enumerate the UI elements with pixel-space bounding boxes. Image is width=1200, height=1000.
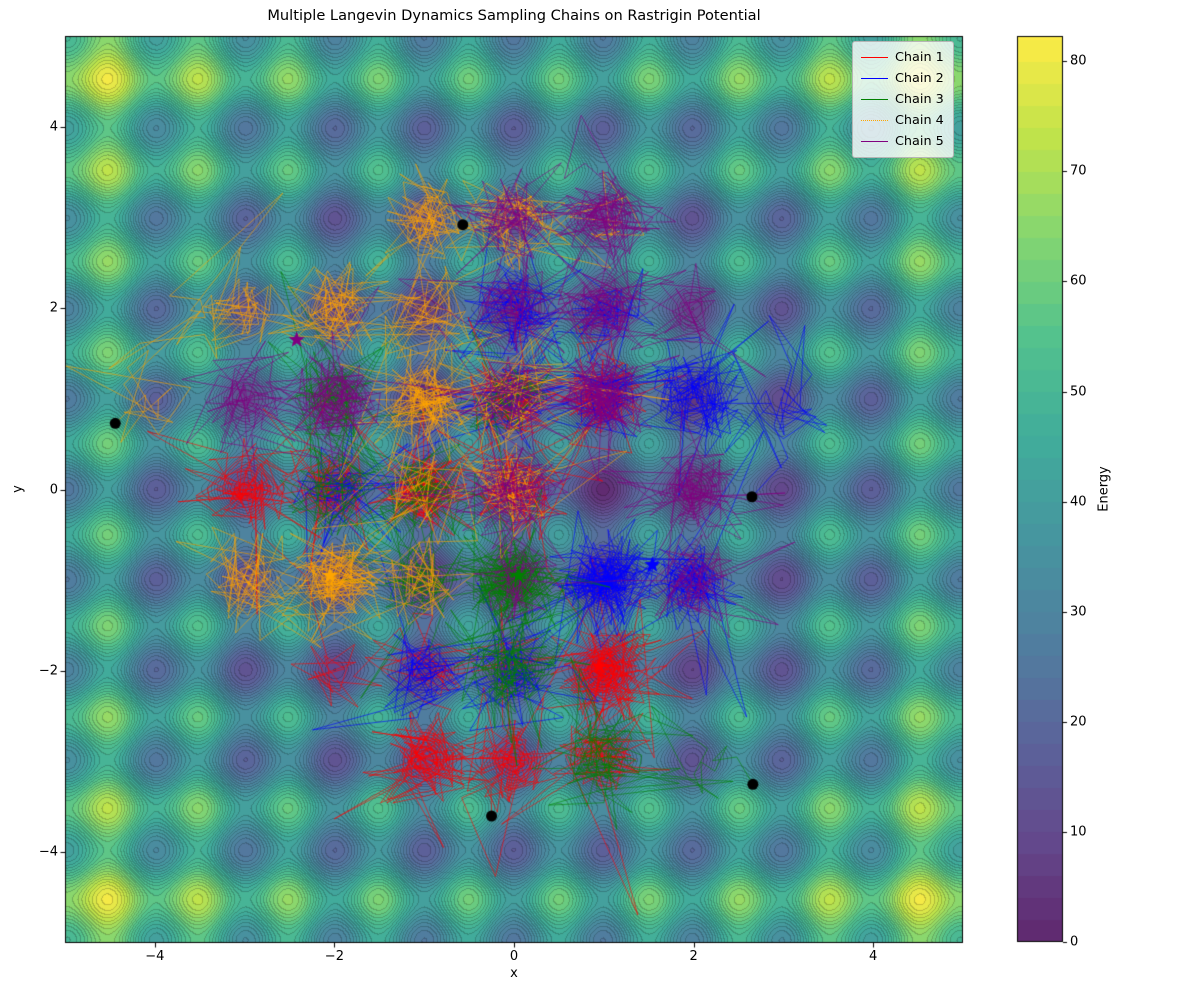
colorbar-tick-label: 10 <box>1070 824 1087 840</box>
colorbar-tick-label: 40 <box>1070 494 1087 510</box>
legend-label: Chain 5 <box>895 134 944 149</box>
colorbar-tick-label: 60 <box>1070 273 1087 289</box>
x-axis-label: x <box>510 966 518 981</box>
legend-entry: Chain 4 <box>861 110 944 131</box>
legend-line-sample <box>861 120 888 121</box>
x-tick-label: −4 <box>145 949 165 964</box>
colorbar-tick-label: 0 <box>1070 934 1079 950</box>
y-tick-label: −2 <box>38 663 58 679</box>
legend-line-sample <box>861 141 888 142</box>
legend: Chain 1 Chain 2 Chain 3 Chain 4 Chain 5 <box>852 41 954 158</box>
plot-title: Multiple Langevin Dynamics Sampling Chai… <box>267 7 761 24</box>
legend-label: Chain 1 <box>895 50 944 65</box>
y-tick-label: 4 <box>49 119 58 135</box>
colorbar-tick-label: 20 <box>1070 714 1087 730</box>
x-tick-label: 4 <box>869 949 878 964</box>
y-tick-label: −4 <box>38 844 58 860</box>
y-tick-label: 2 <box>49 300 58 316</box>
legend-label: Chain 3 <box>895 92 944 107</box>
x-tick-label: 0 <box>509 949 519 964</box>
x-tick-label: 2 <box>689 949 698 964</box>
legend-entry: Chain 5 <box>861 131 944 152</box>
colorbar-tick-label: 30 <box>1070 604 1087 620</box>
legend-entry: Chain 1 <box>861 47 944 68</box>
legend-entry: Chain 3 <box>861 89 944 110</box>
legend-line-sample <box>861 57 888 58</box>
colorbar-tick-label: 70 <box>1070 163 1087 179</box>
legend-label: Chain 2 <box>895 71 944 86</box>
colorbar-tick-label: 50 <box>1070 384 1087 400</box>
y-tick-label: 0 <box>49 482 58 497</box>
legend-label: Chain 4 <box>895 113 944 128</box>
legend-entry: Chain 2 <box>861 68 944 89</box>
x-tick-label: −2 <box>324 949 344 964</box>
colorbar-tick-label: 80 <box>1070 53 1087 69</box>
legend-line-sample <box>861 78 888 79</box>
colorbar-label: Energy <box>1096 466 1112 512</box>
legend-line-sample <box>861 99 888 100</box>
